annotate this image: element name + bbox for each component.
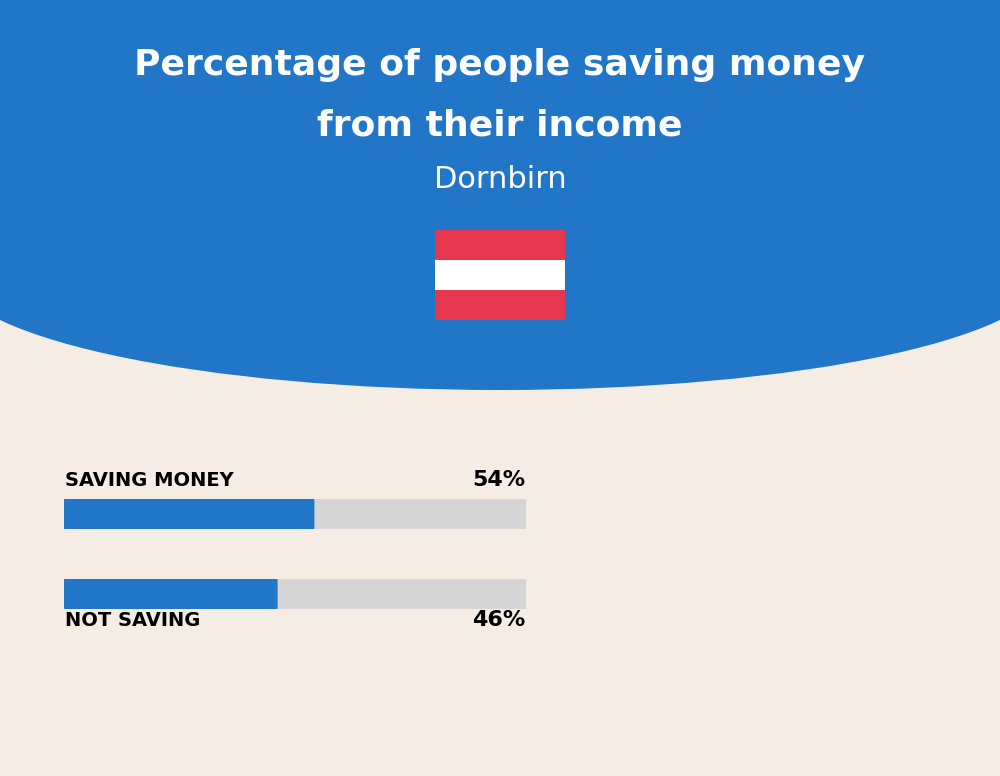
FancyBboxPatch shape — [435, 290, 565, 320]
Text: 46%: 46% — [472, 610, 525, 630]
Text: 54%: 54% — [472, 470, 525, 490]
Ellipse shape — [0, 150, 1000, 390]
FancyBboxPatch shape — [435, 260, 565, 290]
FancyBboxPatch shape — [64, 579, 526, 609]
Text: SAVING MONEY: SAVING MONEY — [65, 470, 234, 490]
Text: from their income: from their income — [317, 108, 683, 142]
FancyBboxPatch shape — [64, 579, 278, 609]
Text: NOT SAVING: NOT SAVING — [65, 611, 200, 629]
FancyBboxPatch shape — [64, 499, 314, 529]
FancyBboxPatch shape — [0, 0, 1000, 270]
Text: Percentage of people saving money: Percentage of people saving money — [134, 48, 866, 82]
FancyBboxPatch shape — [435, 230, 565, 260]
FancyBboxPatch shape — [64, 499, 526, 529]
Text: Dornbirn: Dornbirn — [434, 165, 566, 195]
